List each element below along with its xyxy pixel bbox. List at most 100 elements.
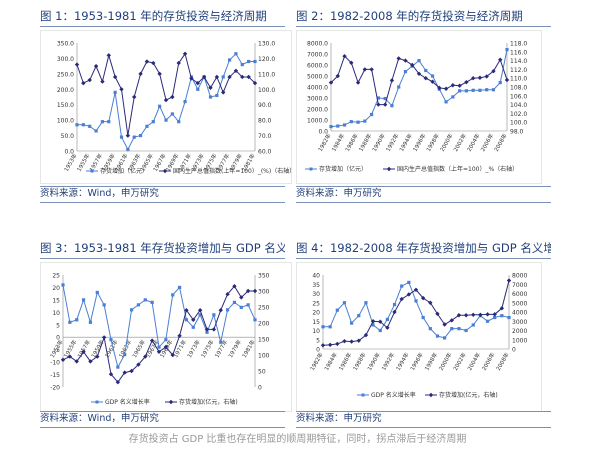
data-point-diamond	[499, 306, 505, 311]
y-tick-label: 20	[312, 310, 320, 317]
data-point-diamond	[382, 102, 388, 107]
figure-3-title: 图 3：1953-1981 年存货投资增加与 GDP 名义增速	[40, 240, 285, 259]
figure-2-panel: 0.0 1000.0 2000.0 3000.0 4000.0 5000.0 6000.0 7…	[296, 30, 542, 184]
y-tick-label: 200.0	[57, 87, 74, 94]
x-tick-label: 1994年	[394, 351, 411, 372]
data-point-diamond	[239, 295, 244, 300]
y-tick-label: 0	[56, 335, 60, 342]
y2-tick-label: 3000	[512, 319, 527, 326]
data-point-diamond	[355, 80, 361, 85]
data-point-square	[350, 321, 354, 325]
data-point-square	[385, 317, 389, 321]
figure-3-chart: -20-15-10-505101520250501001502002503003…	[48, 273, 270, 407]
x-tick-label: 2006年	[480, 351, 497, 372]
y2-tick-label: 80.0	[258, 118, 272, 125]
data-point-diamond	[450, 83, 456, 88]
data-point-square	[349, 120, 353, 124]
data-point-diamond	[151, 60, 156, 66]
data-point-diamond	[428, 300, 433, 305]
data-point-diamond	[492, 312, 497, 317]
data-point-square	[107, 120, 111, 124]
y2-tick-label: 0	[258, 385, 262, 392]
data-point-square	[253, 318, 257, 322]
data-point-diamond	[413, 287, 419, 292]
data-point-diamond	[106, 53, 111, 58]
legend-label: 国内生产总值指数(上年=100）_(%)（右轴）	[173, 167, 291, 175]
legend-label: 存货增加（亿元）	[319, 165, 367, 173]
data-point-square	[428, 327, 432, 331]
y-tick-label: 10	[52, 310, 60, 317]
x-tick-label: 1996年	[408, 351, 425, 372]
data-point-diamond	[197, 308, 203, 313]
data-point-square	[88, 320, 93, 324]
data-point-square	[221, 75, 225, 79]
data-point-diamond	[423, 76, 428, 81]
data-point-square	[498, 81, 502, 85]
data-point-square	[458, 89, 462, 93]
data-point-square	[215, 93, 219, 98]
figure-4-chart: 0 5 10 15 20 25 30 35 40 0 1000 2000 3000 4000 5000 600…	[308, 273, 527, 400]
data-point-square	[240, 63, 244, 67]
data-point-diamond	[88, 359, 93, 364]
legend-marker	[386, 166, 392, 172]
y2-tick-label: 104.0	[510, 102, 527, 109]
footer-caption: 存货投资占 GDP 比重也存在明显的顺周期特征，同时，拐点滞后于经济周期	[128, 434, 467, 445]
data-point-square	[170, 112, 174, 116]
data-point-diamond	[204, 327, 210, 332]
y2-tick-label: 60.0	[258, 149, 272, 156]
data-point-square	[417, 59, 421, 63]
data-point-diamond	[327, 342, 333, 348]
data-point-diamond	[122, 370, 127, 375]
y2-tick-label: 98.0	[510, 129, 524, 136]
y2-tick-label: 110.0	[510, 76, 527, 83]
data-point-square	[81, 123, 85, 127]
data-point-square	[158, 104, 162, 108]
data-point-diamond	[218, 308, 223, 313]
data-point-square	[164, 118, 168, 122]
data-point-square	[451, 95, 455, 99]
x-tick-label: 1990年	[365, 351, 382, 372]
data-point-diamond	[252, 288, 258, 294]
data-point-square	[150, 300, 154, 304]
series-line	[330, 55, 508, 106]
x-tick-label: 1979年	[226, 338, 243, 359]
data-point-diamond	[125, 133, 131, 138]
data-point-diamond	[498, 57, 503, 62]
data-point-square	[184, 318, 189, 322]
y2-tick-label: 102.0	[510, 111, 527, 118]
data-point-square	[329, 125, 333, 129]
data-point-square	[75, 123, 79, 127]
y2-tick-label: 100.0	[258, 87, 275, 94]
legend-marker	[95, 400, 99, 404]
y2-tick-label: 0	[512, 347, 516, 354]
y-tick-label: 25	[52, 273, 60, 280]
y2-tick-label: 6000	[512, 291, 527, 298]
x-tick-label: 1971年	[171, 338, 188, 359]
data-point-square	[397, 85, 401, 89]
data-point-square	[68, 320, 72, 324]
y-tick-label: 0.0	[318, 129, 328, 136]
data-point-diamond	[506, 278, 512, 283]
data-point-square	[123, 353, 127, 357]
data-point-square	[143, 298, 147, 302]
data-point-diamond	[396, 56, 401, 61]
y2-tick-label: 120.0	[258, 56, 275, 63]
data-point-diamond	[392, 309, 397, 315]
y-tick-label: 5	[316, 337, 320, 344]
data-point-diamond	[74, 62, 80, 67]
y2-tick-label: 150	[258, 337, 270, 344]
data-point-diamond	[399, 296, 404, 302]
data-point-diamond	[144, 59, 150, 64]
data-point-square	[424, 68, 428, 73]
data-point-diamond	[211, 327, 217, 332]
y-tick-label: 15	[52, 297, 60, 304]
data-point-square	[208, 95, 213, 99]
y-tick-label: 0.0	[64, 149, 74, 156]
data-point-square	[219, 340, 223, 344]
data-point-square	[61, 283, 65, 287]
data-point-diamond	[240, 74, 245, 80]
data-point-square	[371, 323, 375, 327]
y-tick-label: 40	[312, 273, 320, 280]
data-point-square	[378, 328, 382, 333]
data-point-square	[435, 334, 440, 338]
